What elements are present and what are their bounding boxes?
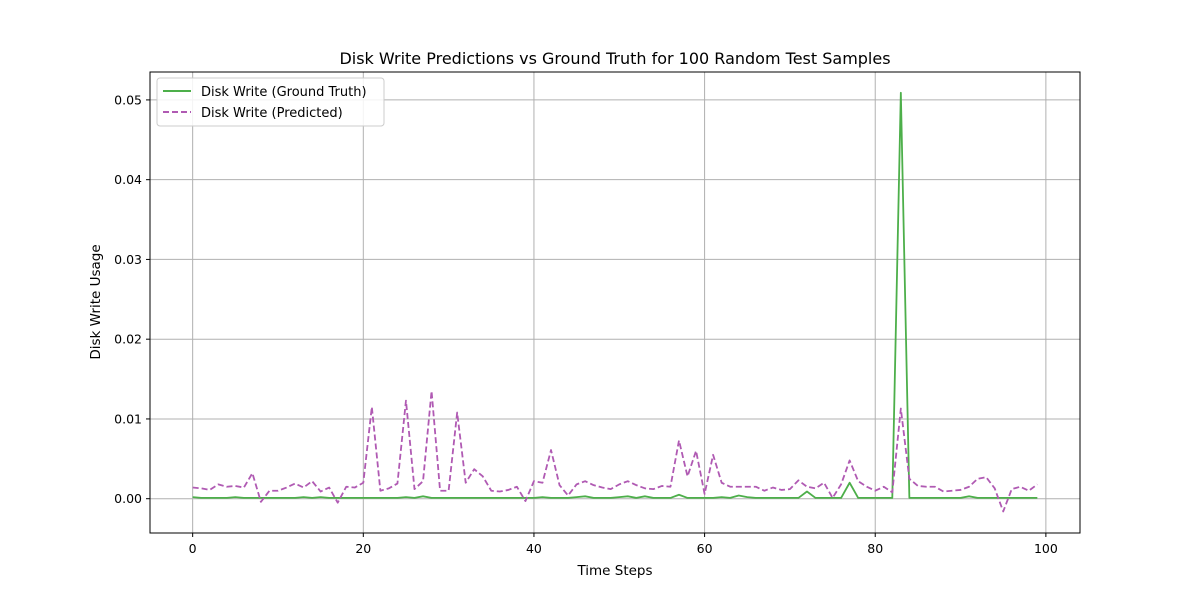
ticks: 0 20 40 60 80 100 0.00 0.01 0.02 0.03 0.04 0.05 — [114, 92, 1058, 556]
y-tick-label: 0.04 — [114, 172, 142, 187]
plot-frame — [149, 71, 1081, 534]
y-tick-label: 0.00 — [114, 491, 142, 506]
y-tick-label: 0.05 — [114, 92, 142, 107]
legend: Disk Write (Ground Truth) Disk Write (Pr… — [156, 77, 385, 127]
x-tick-label: 100 — [1034, 541, 1058, 556]
x-tick-label: 60 — [697, 541, 713, 556]
x-axis-label: Time Steps — [576, 563, 652, 579]
series-line-predicted — [192, 390, 1038, 513]
chart-title: Disk Write Predictions vs Ground Truth f… — [339, 49, 890, 68]
legend-label-predicted: Disk Write (Predicted) — [201, 106, 343, 121]
series-layer — [192, 91, 1038, 513]
y-tick-label: 0.03 — [114, 252, 142, 267]
series-line-ground-truth — [192, 91, 1038, 499]
x-tick-label: 0 — [189, 541, 197, 556]
y-axis-label: Disk Write Usage — [88, 244, 104, 359]
y-tick-label: 0.01 — [114, 411, 142, 426]
legend-box — [156, 77, 385, 127]
y-tick-label: 0.02 — [114, 332, 142, 347]
legend-label-ground-truth: Disk Write (Ground Truth) — [201, 85, 367, 100]
x-tick-label: 40 — [526, 541, 542, 556]
x-tick-label: 20 — [355, 541, 371, 556]
x-tick-label: 80 — [867, 541, 883, 556]
